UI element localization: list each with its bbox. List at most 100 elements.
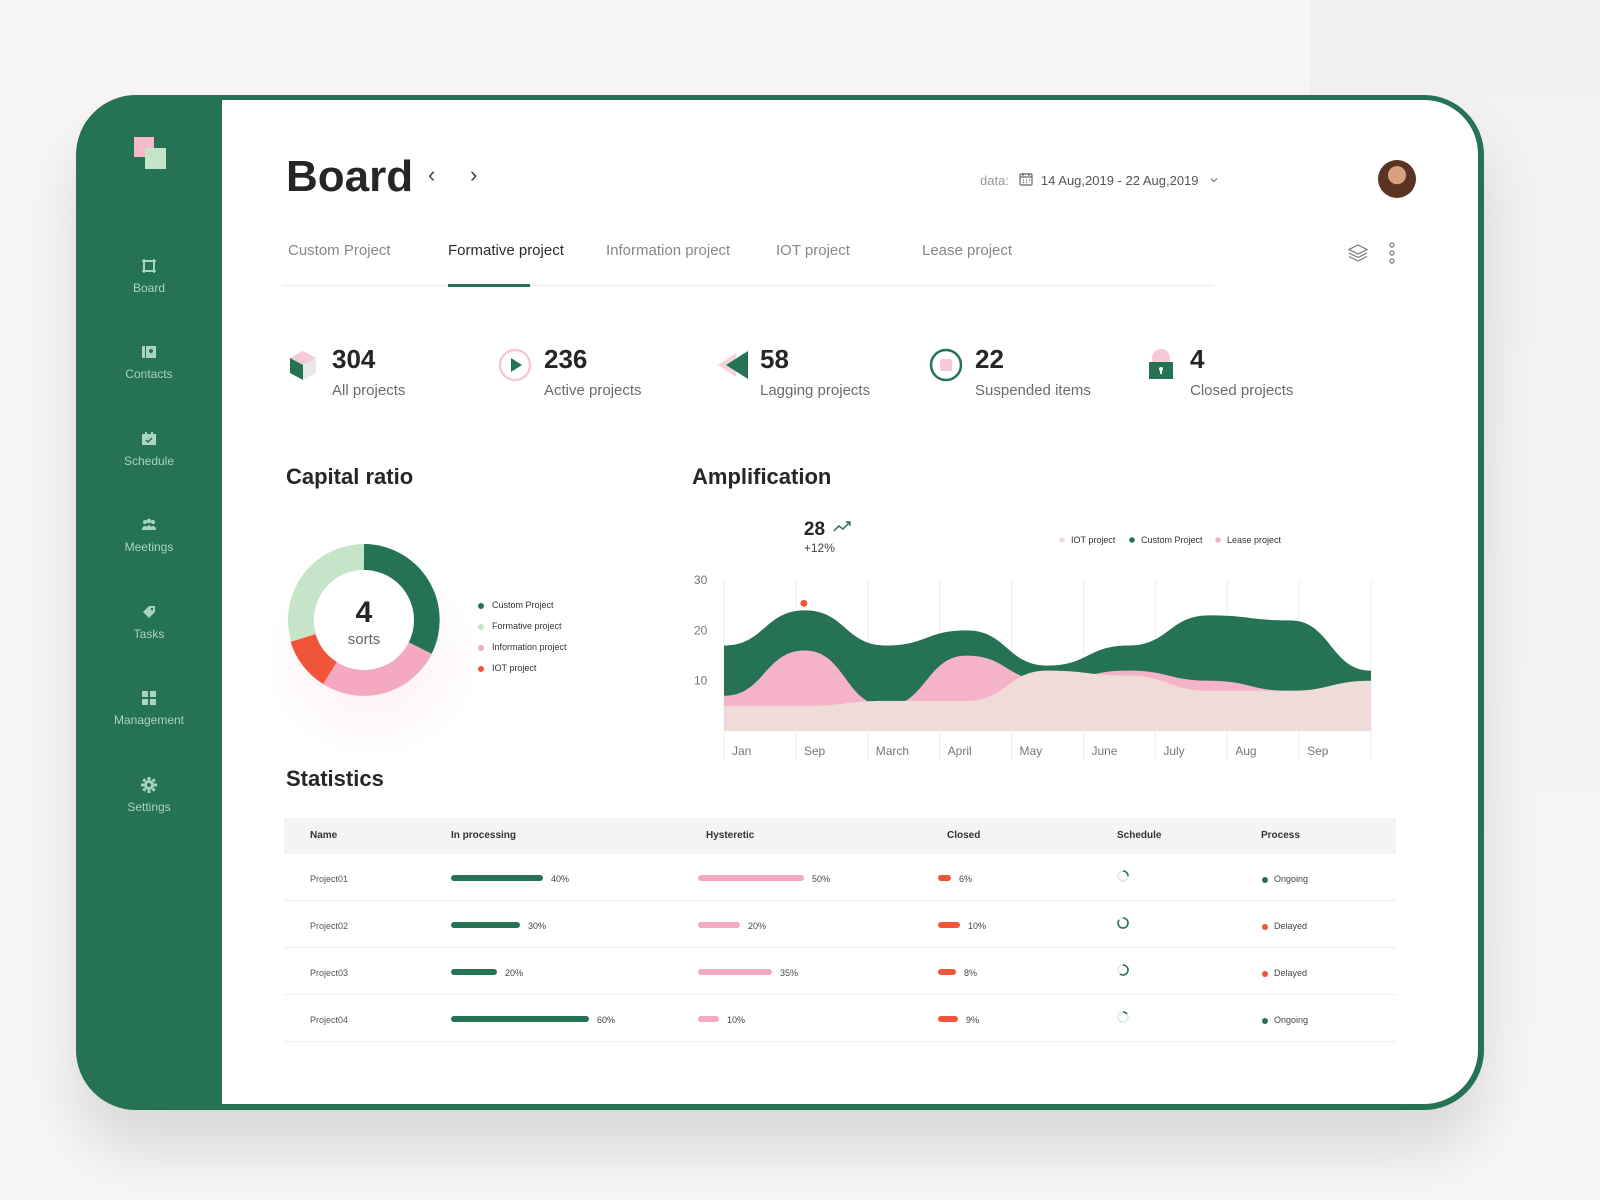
donut-segment-information bbox=[323, 641, 432, 696]
column-header-name: Name bbox=[310, 830, 338, 841]
page-title: Board bbox=[286, 152, 414, 201]
donut-segment-iot bbox=[290, 633, 338, 685]
column-header-hysteretic: Hysteretic bbox=[706, 830, 755, 841]
layers-icon[interactable] bbox=[1347, 243, 1369, 268]
table-row[interactable]: Project02 30% 20% 10% Delayed bbox=[284, 901, 1396, 948]
process-status: Ongoing bbox=[1262, 1015, 1308, 1025]
calendar-icon bbox=[1019, 172, 1033, 189]
project-name: Project01 bbox=[310, 874, 349, 884]
gear-icon bbox=[140, 776, 158, 794]
sidebar-item-management[interactable]: Management bbox=[76, 689, 222, 727]
next-button[interactable]: › bbox=[470, 162, 478, 187]
donut-segment-custom bbox=[363, 544, 440, 654]
date-range: 14 Aug,2019 - 22 Aug,2019 bbox=[1040, 173, 1199, 188]
hysteretic-percent: 35% bbox=[780, 968, 799, 978]
x-tick-label: Sep bbox=[1307, 744, 1329, 758]
sidebar-item-contacts[interactable]: Contacts bbox=[76, 343, 222, 381]
legend-dot bbox=[1215, 537, 1221, 543]
x-tick-label: Aug bbox=[1235, 744, 1256, 758]
hysteretic-bar bbox=[698, 922, 740, 928]
process-status: Ongoing bbox=[1262, 874, 1308, 884]
column-header-in-processing: In processing bbox=[451, 830, 517, 841]
device-frame: Board Contacts Schedule Meetings Tasks M… bbox=[76, 95, 1484, 1110]
tab-formative-project[interactable]: Formative project bbox=[448, 242, 564, 259]
y-tick-label: 10 bbox=[694, 674, 708, 688]
stat-label: All projects bbox=[332, 382, 406, 399]
active-tab-indicator bbox=[448, 284, 530, 287]
sidebar-item-label: Management bbox=[113, 713, 185, 727]
main-screen: Board ‹ › data: 14 Aug,2019 - 22 Aug,201… bbox=[222, 100, 1478, 1104]
x-tick-label: March bbox=[876, 744, 909, 758]
x-tick-label: July bbox=[1163, 744, 1184, 758]
y-tick-label: 30 bbox=[694, 573, 708, 587]
stat-value: 236 bbox=[544, 344, 588, 374]
statistics-table: Name In processing Hysteretic Closed Sch… bbox=[284, 818, 1396, 1042]
tag-icon bbox=[140, 603, 158, 621]
closed-percent: 9% bbox=[966, 1015, 980, 1025]
sidebar-item-label: Contacts bbox=[125, 367, 173, 381]
processing-bar bbox=[451, 875, 543, 881]
sidebar-item-meetings[interactable]: Meetings bbox=[76, 516, 222, 554]
column-header-schedule: Schedule bbox=[1117, 830, 1162, 841]
chevron-down-icon bbox=[1209, 173, 1219, 188]
x-tick-label: Sep bbox=[804, 744, 826, 758]
legend-item-formative-project: Formative project bbox=[478, 621, 562, 631]
sidebar-item-label: Meetings bbox=[124, 540, 174, 554]
schedule-progress-ring bbox=[1117, 1011, 1129, 1023]
stat-value: 22 bbox=[975, 344, 1004, 374]
table-row[interactable]: Project04 60% 10% 9% Ongoing bbox=[284, 995, 1396, 1042]
sidebar-item-settings[interactable]: Settings bbox=[76, 776, 222, 814]
trend-up-icon bbox=[833, 521, 851, 532]
avatar[interactable] bbox=[1378, 160, 1416, 198]
closed-bar bbox=[938, 922, 960, 928]
calendar-icon bbox=[140, 430, 158, 448]
amplification-chart: 30 20 10 Jan Sep March April May June July Aug Sep 2… bbox=[694, 519, 1372, 760]
table-row[interactable]: Project01 40% 50% 6% Ongoing bbox=[284, 854, 1396, 901]
tab-custom-project[interactable]: Custom Project bbox=[288, 242, 391, 259]
people-icon bbox=[140, 516, 158, 534]
legend-dot bbox=[1129, 537, 1135, 543]
processing-bar bbox=[451, 1016, 589, 1022]
x-tick-label: May bbox=[1020, 744, 1043, 758]
closed-bar bbox=[938, 969, 956, 975]
capital-ratio-title: Capital ratio bbox=[286, 464, 414, 489]
sidebar-item-tasks[interactable]: Tasks bbox=[76, 603, 222, 641]
table-body: Project01 40% 50% 6% Ongoing Project02 30% 20% 1… bbox=[284, 854, 1396, 1042]
statistics-title: Statistics bbox=[286, 766, 384, 791]
sidebar-item-label: Settings bbox=[127, 800, 171, 814]
capital-ratio-donut: 4 sorts bbox=[288, 544, 440, 696]
more-options-icon[interactable] bbox=[1388, 242, 1396, 269]
sidebar-item-label: Board bbox=[132, 281, 166, 295]
area-iot-project bbox=[724, 670, 1371, 731]
highlight-point bbox=[800, 599, 808, 607]
project-name: Project03 bbox=[310, 968, 349, 978]
lock-icon bbox=[1144, 348, 1178, 382]
stat-label: Lagging projects bbox=[760, 382, 871, 399]
closed-percent: 8% bbox=[964, 968, 978, 978]
prev-button[interactable]: ‹ bbox=[428, 162, 436, 187]
sidebar-item-board[interactable]: Board bbox=[76, 257, 222, 295]
cube-icon bbox=[286, 348, 320, 382]
rewind-icon bbox=[714, 348, 748, 382]
hysteretic-percent: 10% bbox=[727, 1015, 746, 1025]
x-tick-label: Jan bbox=[732, 744, 751, 758]
process-status: Delayed bbox=[1262, 968, 1307, 978]
hysteretic-bar bbox=[698, 875, 804, 881]
tab-lease-project[interactable]: Lease project bbox=[922, 242, 1013, 259]
legend-label: Custom Project bbox=[1141, 535, 1203, 545]
table-row[interactable]: Project03 20% 35% 8% Delayed bbox=[284, 948, 1396, 995]
legend-label: IOT project bbox=[1071, 535, 1116, 545]
sidebar-item-schedule[interactable]: Schedule bbox=[76, 430, 222, 468]
grid-icon bbox=[140, 689, 158, 707]
date-label: data: bbox=[980, 173, 1009, 188]
hysteretic-percent: 50% bbox=[812, 874, 831, 884]
date-picker[interactable]: data: 14 Aug,2019 - 22 Aug,2019 bbox=[980, 172, 1219, 189]
processing-percent: 60% bbox=[597, 1015, 616, 1025]
schedule-progress-ring bbox=[1117, 964, 1129, 976]
legend-item-custom-project: Custom Project bbox=[478, 600, 554, 610]
tab-iot-project[interactable]: IOT project bbox=[776, 242, 850, 259]
stat-value: 304 bbox=[332, 344, 376, 374]
tab-information-project[interactable]: Information project bbox=[606, 242, 731, 259]
closed-percent: 10% bbox=[968, 921, 987, 931]
y-tick-label: 20 bbox=[694, 623, 708, 637]
